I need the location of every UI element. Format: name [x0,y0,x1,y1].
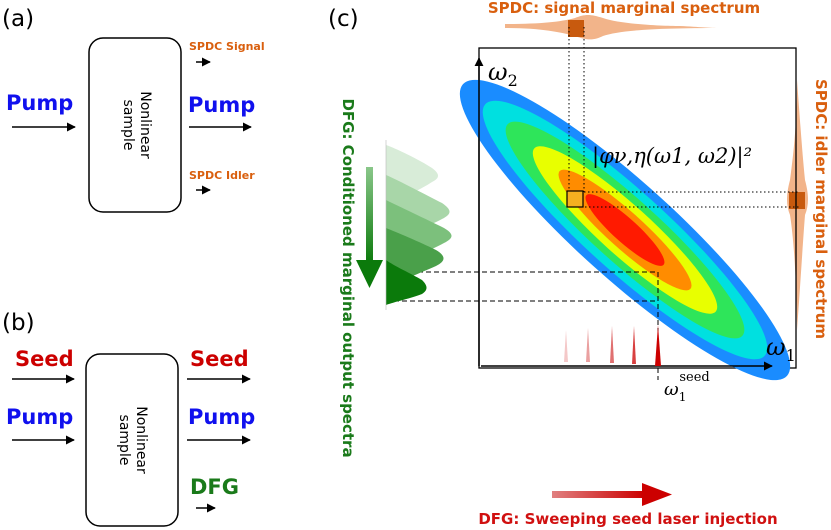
seed-sweep-arrow [552,483,672,506]
seed-sweep-title: DFG: Sweeping seed laser injection [478,510,777,528]
dfg-conditioned-title: DFG: Conditioned marginal output spectra [339,98,357,457]
box-text-line1: Nonlinear [137,91,153,159]
idler-marginal-title: SPDC: idler marginal spectrum [812,79,830,339]
spdc-signal-label: SPDC Signal [189,40,265,53]
pump-output-label-b: Pump [188,405,255,429]
jsa-formula-label: |φν,η(ω1, ω2)|² [592,144,752,169]
x-axis-label: ω1 [766,333,796,365]
dfg-conditioned-spectra [385,140,452,310]
seed-input-label: Seed [15,347,74,371]
pump-input-label: Pump [6,91,73,115]
seed-frequency-label: ω1seed [664,370,710,404]
box-b-text-line1: Nonlinear [133,406,149,474]
pump-output-label: Pump [188,93,255,117]
dfg-sweep-arrow [356,167,383,288]
signal-marginal-curve [505,15,720,40]
jsa-contours [459,79,791,381]
panel-a: (a) Nonlinear sample Pump SPDC Signal Pu… [2,6,265,213]
nonlinear-sample-box [88,37,182,213]
dotted-guides [568,27,800,208]
panel-a-label: (a) [2,6,34,32]
dashed-guides [386,271,659,380]
panel-b-label: (b) [2,310,35,336]
dfg-output-label: DFG [190,475,239,499]
signal-marginal-highlight [568,20,584,37]
seed-output-label: Seed [190,347,249,371]
panel-c: (c) SPDC: signal marginal spectrum SPDC:… [328,0,830,528]
spdc-idler-label: SPDC Idler [189,169,255,182]
idler-marginal-highlight [789,192,805,209]
pump-input-label-b: Pump [6,405,73,429]
seed-laser-pulses [564,325,661,366]
signal-marginal-title: SPDC: signal marginal spectrum [488,0,760,17]
box-b-text-line2: sample [116,415,132,466]
panel-b: (b) Nonlinear sample Seed Pump Seed Pump… [2,310,255,527]
box-text-line2: sample [120,100,136,151]
jsa-selected-pixel [566,190,584,208]
y-axis-label: ω2 [488,58,518,90]
panel-c-label: (c) [328,6,359,32]
nonlinear-sample-box-b [85,353,179,527]
